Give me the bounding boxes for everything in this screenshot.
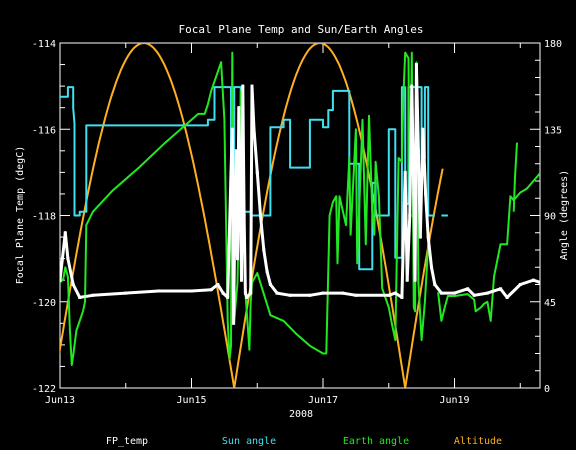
altitude-line <box>60 43 236 388</box>
x-axis-label: 2008 <box>289 409 313 420</box>
right-tick-label: 135 <box>544 125 562 136</box>
legend-altitude: Altitude <box>454 436 502 447</box>
right-tick-label: 45 <box>544 298 556 309</box>
fp-temp-line <box>60 63 540 325</box>
altitude-line <box>404 168 444 388</box>
right-tick-label: 180 <box>544 39 562 50</box>
series-clip-group <box>60 43 540 388</box>
right-tick-label: 0 <box>544 384 550 395</box>
left-tick-label: -122 <box>32 384 56 395</box>
left-tick-label: -118 <box>32 212 56 223</box>
x-tick-label: Jun15 <box>176 395 206 406</box>
x-tick-label: Jun13 <box>45 395 75 406</box>
legend-fp-temp: FP_temp <box>106 436 148 447</box>
series-layer <box>60 43 540 388</box>
earth-angle-line <box>60 51 430 366</box>
right-tick-label: 90 <box>544 212 556 223</box>
left-tick-label: -120 <box>32 298 56 309</box>
x-tick-label: Jun19 <box>439 395 469 406</box>
legend-earth-angle: Earth angle <box>343 436 409 447</box>
legend-sun-angle: Sun angle <box>222 436 276 447</box>
left-tick-label: -116 <box>32 125 56 136</box>
left-axis-label: Focal Plane Temp (degC) <box>15 146 26 284</box>
chart-title: Focal Plane Temp and Sun/Earth Angles <box>178 23 423 36</box>
earth-angle-line <box>512 142 518 212</box>
left-tick-label: -114 <box>32 39 56 50</box>
tick-layer: -122 -120 -118 -116 -114 0 45 90 135 180 Jun13 Jun1… <box>32 39 562 406</box>
x-tick-label: Jun17 <box>308 395 338 406</box>
right-axis-label: Angle (degrees) <box>559 170 570 260</box>
earth-angle-line <box>437 172 540 322</box>
legend: FP_temp Sun angle Earth angle Altitude <box>106 436 502 447</box>
